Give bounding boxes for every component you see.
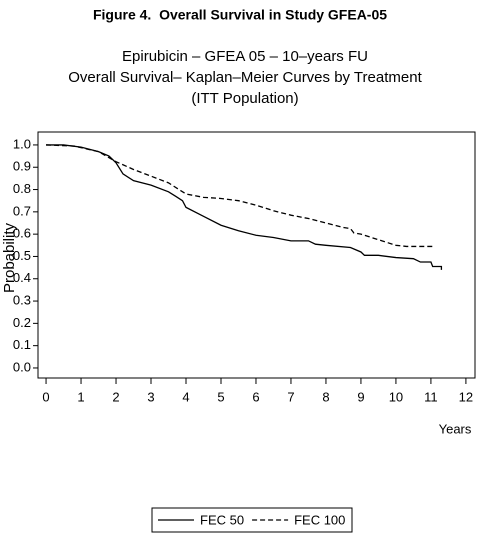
x-tick-label: 4 — [182, 389, 189, 404]
x-tick-label: 0 — [42, 389, 49, 404]
survival-curve — [46, 144, 435, 248]
y-tick-label: 1.0 — [13, 136, 31, 151]
y-axis-label: Probability — [1, 222, 18, 293]
x-tick-label: 5 — [217, 389, 224, 404]
x-tick-label: 7 — [287, 389, 294, 404]
legend-label: FEC 50 — [200, 512, 244, 527]
x-tick-label: 6 — [252, 389, 259, 404]
legend-label: FEC 100 — [294, 512, 345, 527]
x-tick-label: 1 — [77, 389, 84, 404]
x-tick-label: 11 — [424, 389, 438, 404]
x-tick-label: 2 — [112, 389, 119, 404]
y-tick-label: 0.6 — [13, 226, 31, 241]
chart-subtitle: (ITT Population) — [191, 90, 298, 107]
y-tick-label: 0.5 — [13, 248, 31, 263]
y-tick-label: 0.0 — [13, 359, 31, 374]
legend-frame — [151, 507, 353, 533]
y-tick-label: 0.3 — [13, 292, 31, 307]
y-tick-label: 0.8 — [13, 181, 31, 196]
x-axis-label: Years — [439, 421, 472, 436]
x-tick-label: 12 — [459, 389, 473, 404]
chart-subtitle: Overall Survival– Kaplan–Meier Curves by… — [68, 69, 422, 86]
y-tick-label: 0.9 — [13, 159, 31, 174]
plot-frame — [37, 131, 476, 379]
y-tick-label: 0.7 — [13, 203, 31, 218]
survival-curve — [46, 144, 443, 270]
x-tick-label: 8 — [322, 389, 329, 404]
x-tick-label: 9 — [357, 389, 364, 404]
y-tick-label: 0.2 — [13, 315, 31, 330]
x-tick-label: 10 — [389, 389, 403, 404]
chart-subtitle: Epirubicin – GFEA 05 – 10–years FU — [122, 48, 368, 65]
y-tick-label: 0.1 — [13, 337, 31, 352]
x-tick-label: 3 — [147, 389, 154, 404]
chart-title: Figure 4. Overall Survival in Study GFEA… — [93, 7, 387, 23]
y-tick-label: 0.4 — [13, 270, 31, 285]
